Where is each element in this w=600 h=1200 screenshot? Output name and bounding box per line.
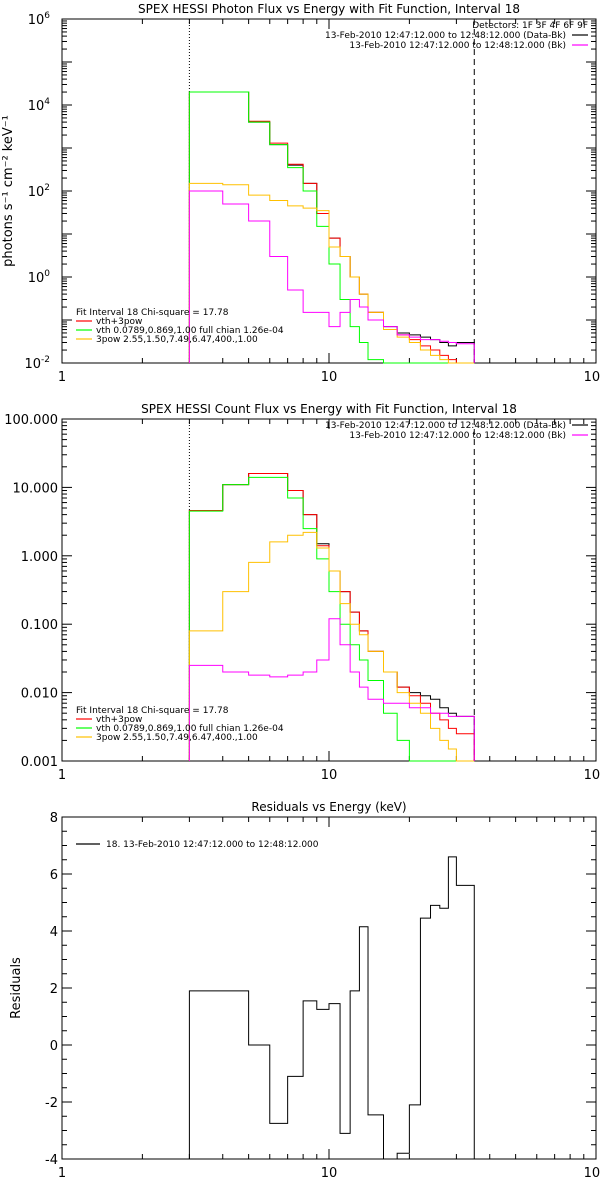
legend-title: Fit Interval 18 Chi-square = 17.78 (76, 706, 229, 716)
y-tick-label: 0.100 (21, 618, 58, 633)
chart-title: SPEX HESSI Count Flux vs Energy with Fit… (141, 402, 517, 416)
y-tick-base: 10 (28, 99, 45, 114)
series-3-line (188, 91, 475, 364)
legend-label: 3pow 2.55,1.50,7.49,6.47,400.,1.00 (96, 733, 258, 743)
y-tick-label: 0 (50, 1039, 58, 1054)
chart-panel-1: SPEX HESSI Photon Flux vs Energy with Fi… (1, 2, 600, 385)
y-tick-label: 8 (50, 811, 58, 826)
legend-label: 3pow 2.55,1.50,7.49,6.47,400.,1.00 (96, 335, 258, 345)
legend-left: Fit Interval 18 Chi-square = 17.78vth+3p… (76, 706, 284, 743)
y-tick-label: 4 (50, 925, 58, 940)
series-2-line (188, 91, 475, 364)
y-tick-base: 10 (28, 13, 45, 28)
y-tick-label: 10.000 (13, 481, 59, 496)
y-tick-label: 6 (50, 868, 58, 883)
x-tick-label: 1 (58, 768, 66, 783)
legend-label: 18. 13-Feb-2010 12:47:12.000 to 12:48:12… (106, 840, 319, 850)
chart-panel-3: Residuals vs Energy (keV) Residuals 1 10 100… (9, 800, 600, 1181)
y-tick-label: 0.001 (21, 755, 58, 770)
y-tick-base: 10 (28, 185, 45, 200)
legend-label: vth+3pow (96, 317, 142, 327)
series-4-line (188, 531, 475, 762)
y-tick-label: 100 (28, 269, 51, 286)
x-tick-label: 10 (321, 1166, 338, 1181)
y-tick-label: -2 (45, 1096, 58, 1111)
series-5-line (188, 190, 475, 363)
y-tick-label: -4 (45, 1153, 58, 1168)
series-2-line (188, 472, 475, 761)
y-tick-exponent: 6 (44, 11, 50, 21)
chart-panel-2: SPEX HESSI Count Flux vs Energy with Fit… (4, 402, 600, 783)
y-tick-label: 10-2 (24, 355, 50, 372)
y-tick-base: 10 (28, 271, 45, 286)
legend-label: 13-Feb-2010 12:47:12.000 to 12:48:12.000… (349, 41, 566, 51)
y-tick-label: 106 (28, 11, 51, 28)
y-axis-label: photons s⁻¹ cm⁻² keV⁻¹ (1, 115, 16, 267)
y-tick-exponent: 0 (44, 269, 50, 279)
plot-frame (61, 816, 597, 1160)
y-tick-exponent: -2 (41, 355, 50, 365)
legend-label: 13-Feb-2010 12:47:12.000 to 12:48:12.000… (349, 431, 566, 441)
y-tick-label: 0.010 (21, 687, 58, 702)
y-tick-exponent: 4 (44, 97, 50, 107)
series-5-line (188, 618, 475, 761)
legend-left: Fit Interval 18 Chi-square = 17.78vth+3p… (76, 308, 284, 345)
x-tick-label: 1 (58, 1166, 66, 1181)
y-tick-exponent: 2 (44, 183, 50, 193)
series-1-line (188, 472, 475, 761)
y-tick-base: 10 (24, 357, 41, 372)
y-axis-label: Residuals (9, 957, 24, 1019)
legend-title: Fit Interval 18 Chi-square = 17.78 (76, 308, 229, 318)
x-tick-label: 10 (321, 768, 338, 783)
y-tick-label: 102 (28, 183, 50, 200)
legend-title: Detectors: 1F 3F 4F 6F 9F (472, 21, 588, 31)
legend-label: 13-Feb-2010 12:47:12.000 to 12:48:12.000… (325, 31, 566, 41)
series-1-line (188, 856, 475, 1160)
legend-label: vth 0.0789,0.869,1.00 full chian 1.26e-0… (96, 326, 284, 336)
legend-label: 13-Feb-2010 12:47:12.000 to 12:48:12.000… (325, 421, 566, 431)
y-tick-label: 1.000 (21, 550, 58, 565)
legend-left: 18. 13-Feb-2010 12:47:12.000 to 12:48:12… (76, 840, 319, 850)
x-tick-label: 1 (58, 370, 66, 385)
series-4-line (188, 182, 475, 364)
x-tick-label: 100 (584, 370, 600, 385)
legend-label: vth+3pow (96, 715, 142, 725)
y-tick-label: 100.000 (4, 413, 58, 428)
y-tick-label: 2 (50, 982, 58, 997)
x-tick-label: 100 (584, 1166, 600, 1181)
chart-title: Residuals vs Energy (keV) (251, 800, 406, 814)
legend-right: 13-Feb-2010 12:47:12.000 to 12:48:12.000… (325, 421, 588, 441)
y-tick-label: 104 (28, 97, 51, 114)
chart-title: SPEX HESSI Photon Flux vs Energy with Fi… (138, 2, 520, 16)
x-tick-label: 10 (321, 370, 338, 385)
series-1-line (188, 91, 475, 363)
x-tick-label: 100 (584, 768, 600, 783)
legend-label: vth 0.0789,0.869,1.00 full chian 1.26e-0… (96, 724, 284, 734)
